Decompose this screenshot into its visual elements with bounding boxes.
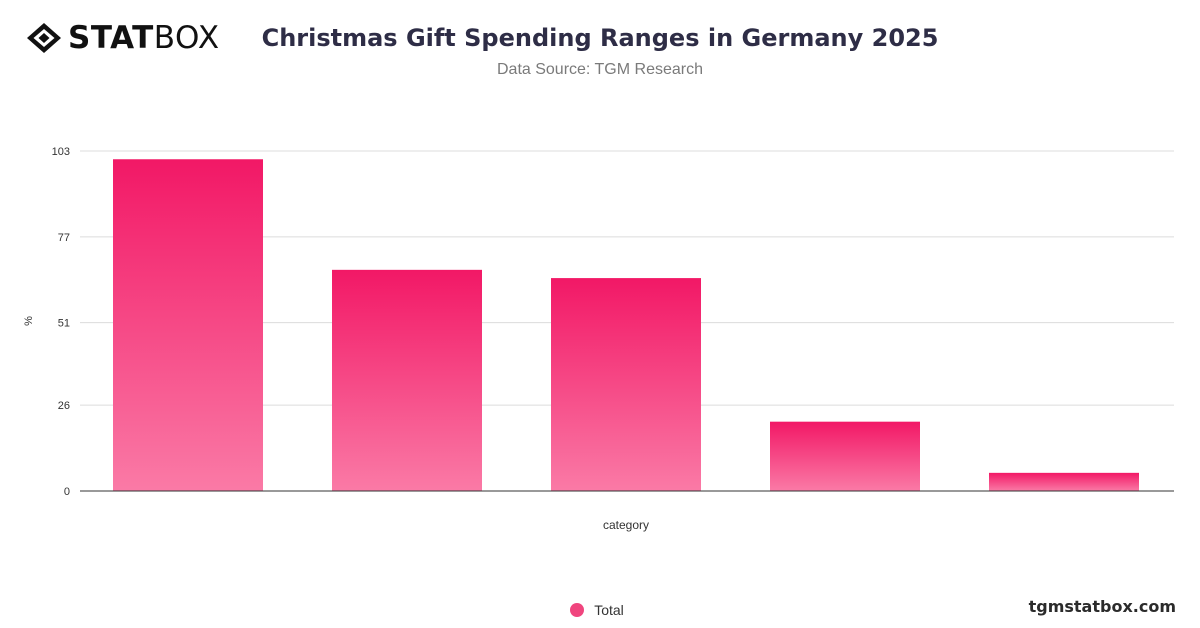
logo-wordmark-light: BOX	[153, 19, 220, 56]
statbox-logo[interactable]: STATBOX	[26, 22, 220, 54]
footer-brand: tgmstatbox.com	[1028, 597, 1176, 616]
bar-4[interactable]	[770, 421, 920, 491]
legend-label: Total	[594, 602, 624, 618]
y-tick-label: 77	[58, 232, 70, 244]
y-tick-label: 0	[64, 486, 70, 498]
bar-5[interactable]	[989, 472, 1139, 491]
y-tick-label: 51	[58, 318, 70, 330]
y-tick-label: 103	[52, 146, 70, 158]
chart-legend[interactable]: Total	[0, 602, 1200, 618]
x-axis-label: category	[603, 518, 649, 532]
logo-wordmark-bold: STAT	[68, 19, 154, 56]
y-axis-label: %	[23, 316, 35, 326]
bar-1[interactable]	[113, 159, 263, 491]
chart-subtitle: Data Source: TGM Research	[496, 61, 703, 78]
legend-swatch	[570, 603, 585, 617]
y-tick-label: 26	[58, 400, 70, 412]
bar-3[interactable]	[551, 278, 701, 491]
statbox-diamond-icon	[27, 23, 61, 53]
logo-wordmark: STATBOX	[68, 19, 220, 56]
bar-2[interactable]	[332, 269, 482, 491]
chart-title: Christmas Gift Spending Ranges in German…	[261, 24, 939, 52]
